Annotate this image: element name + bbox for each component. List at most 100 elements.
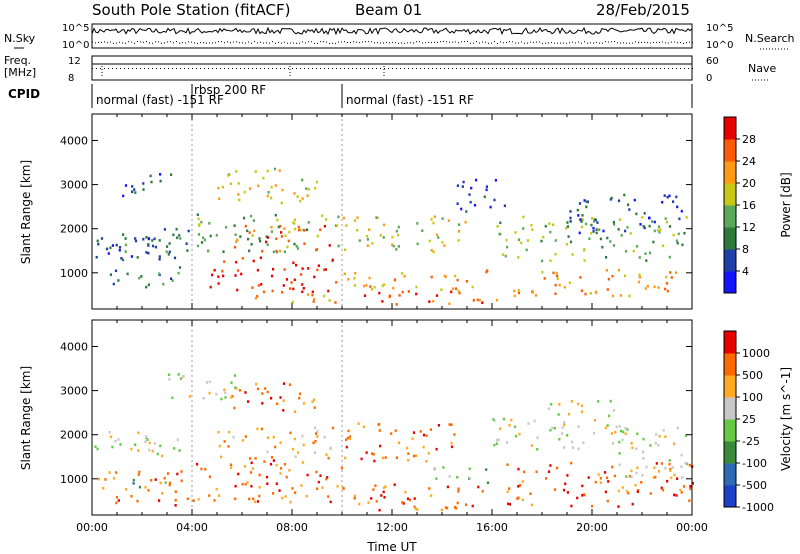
heatmap-cell	[403, 275, 406, 278]
heatmap-cell	[666, 195, 669, 199]
heatmap-cell	[554, 292, 557, 295]
heatmap-cell	[335, 280, 338, 284]
heatmap-cell	[571, 440, 574, 444]
heatmap-cell	[383, 486, 386, 489]
noise-search-point	[290, 42, 291, 44]
heatmap-cell	[358, 239, 361, 242]
heatmap-cell	[275, 249, 278, 253]
heatmap-cell	[173, 447, 176, 450]
heatmap-cell	[244, 224, 247, 228]
heatmap-cell	[513, 289, 516, 293]
heatmap-cell	[533, 419, 536, 423]
heatmap-cell	[336, 224, 339, 227]
heatmap-cell	[447, 219, 450, 222]
heatmap-cell	[553, 488, 557, 491]
heatmap-cell	[238, 389, 241, 392]
heatmap-cell	[328, 244, 331, 247]
heatmap-cell	[137, 449, 140, 452]
nave-point	[332, 68, 333, 69]
heatmap-cell	[435, 447, 438, 451]
heatmap-cell	[266, 194, 269, 198]
heatmap-cell	[416, 508, 419, 511]
noise-search-point	[377, 41, 378, 43]
noise-search-point	[641, 41, 642, 43]
heatmap-cell	[444, 506, 447, 509]
heatmap-cell	[311, 290, 314, 294]
heatmap-cell	[108, 471, 111, 474]
heatmap-cell	[652, 476, 655, 479]
noise-search-point	[419, 41, 420, 43]
noise-search-point	[197, 42, 198, 44]
heatmap-cell	[117, 438, 120, 441]
heatmap-cell	[428, 487, 431, 490]
power-panel-frame	[91, 113, 693, 310]
heatmap-cell	[612, 409, 616, 412]
heatmap-cell	[412, 454, 416, 458]
freq-right-tick-bottom: 0	[706, 73, 712, 84]
heatmap-cell	[306, 473, 309, 477]
heatmap-cell	[168, 242, 171, 245]
y-tick-label: 4000	[60, 340, 88, 353]
noise-search-point	[209, 42, 210, 44]
noise-search-point	[686, 42, 687, 44]
heatmap-cell	[648, 224, 651, 228]
noise-search-point	[176, 41, 177, 42]
heatmap-cell	[223, 440, 226, 443]
colorbar-segment	[724, 161, 736, 184]
heatmap-cell	[408, 498, 411, 502]
heatmap-cell	[299, 199, 302, 203]
heatmap-cell	[456, 184, 459, 187]
heatmap-cell	[519, 484, 522, 487]
nave-point	[296, 68, 297, 69]
heatmap-cell	[520, 241, 523, 245]
heatmap-cell	[370, 288, 374, 291]
heatmap-cell	[566, 225, 569, 228]
heatmap-cell	[158, 499, 161, 502]
heatmap-cell	[611, 274, 614, 278]
heatmap-cell	[241, 257, 244, 260]
heatmap-cell	[504, 254, 507, 258]
heatmap-cell	[680, 453, 683, 457]
nave-point	[284, 68, 285, 69]
heatmap-cell	[391, 243, 394, 247]
heatmap-cell	[96, 447, 99, 451]
nave-point	[228, 68, 229, 69]
heatmap-cell	[218, 444, 221, 448]
heatmap-cell	[625, 475, 628, 478]
heatmap-cell	[433, 467, 436, 470]
heatmap-cell	[118, 248, 121, 252]
heatmap-cell	[258, 494, 261, 498]
nave-point	[148, 68, 149, 69]
noise-search-point	[218, 41, 219, 43]
noise-search-point	[293, 42, 294, 44]
heatmap-cell	[292, 287, 295, 291]
velocity-axes: 1000 2000 3000 4000 00:00 04:00 08:00 12:00 16:0…	[60, 320, 708, 534]
heatmap-cell	[173, 256, 177, 260]
noise-search-point	[266, 42, 267, 44]
heatmap-cell	[200, 467, 203, 471]
noise-search-point	[608, 41, 609, 43]
heatmap-cell	[570, 461, 573, 465]
heatmap-cell	[344, 248, 347, 252]
noise-search-point	[434, 41, 435, 43]
heatmap-cell	[626, 226, 629, 229]
nave-point	[324, 68, 325, 69]
noise-right-tick-top: 10^5	[706, 23, 733, 34]
heatmap-cell	[517, 238, 521, 241]
heatmap-cell	[94, 445, 97, 448]
nave-point	[528, 68, 529, 69]
heatmap-cell	[549, 464, 552, 467]
heatmap-cell	[281, 496, 284, 500]
heatmap-cell	[668, 255, 671, 259]
heatmap-cell	[174, 490, 177, 493]
heatmap-cell	[222, 274, 225, 278]
heatmap-cell	[566, 474, 569, 477]
noise-search-point	[674, 41, 675, 43]
heatmap-cell	[208, 380, 211, 384]
heatmap-cell	[577, 402, 580, 406]
heatmap-cell	[688, 463, 691, 467]
nave-point	[356, 68, 357, 69]
nave-point	[588, 68, 589, 69]
noise-search-point	[251, 42, 252, 44]
nave-point	[104, 68, 105, 69]
